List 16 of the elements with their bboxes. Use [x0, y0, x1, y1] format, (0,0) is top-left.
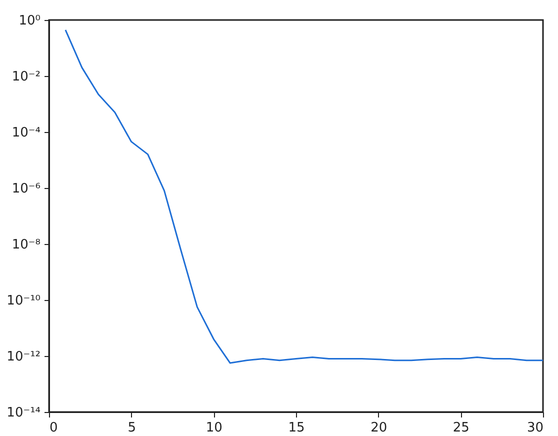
x-tick-label: 5: [128, 420, 136, 436]
y-tick-label: 10⁰: [18, 14, 40, 28]
y-tick-label: 10⁻⁶: [12, 182, 40, 196]
line-series: [64, 29, 544, 364]
x-tick-label: 30: [526, 420, 544, 436]
y-tick-label: 10⁻¹²: [6, 350, 40, 364]
x-tick-label: 25: [452, 420, 470, 436]
y-tick-label: 10⁻²: [12, 70, 40, 84]
x-tick-label: 15: [288, 420, 305, 436]
y-tick-label: 10⁻⁴: [12, 126, 40, 140]
y-tick-label: 10⁻⁸: [12, 238, 40, 252]
y-tick-label: 10⁻¹⁴: [6, 406, 40, 420]
x-tick-label: 0: [50, 420, 58, 436]
x-tick-label: 20: [370, 420, 388, 436]
y-tick-label: 10⁻¹⁰: [6, 294, 40, 308]
x-tick-label: 10: [206, 420, 222, 436]
